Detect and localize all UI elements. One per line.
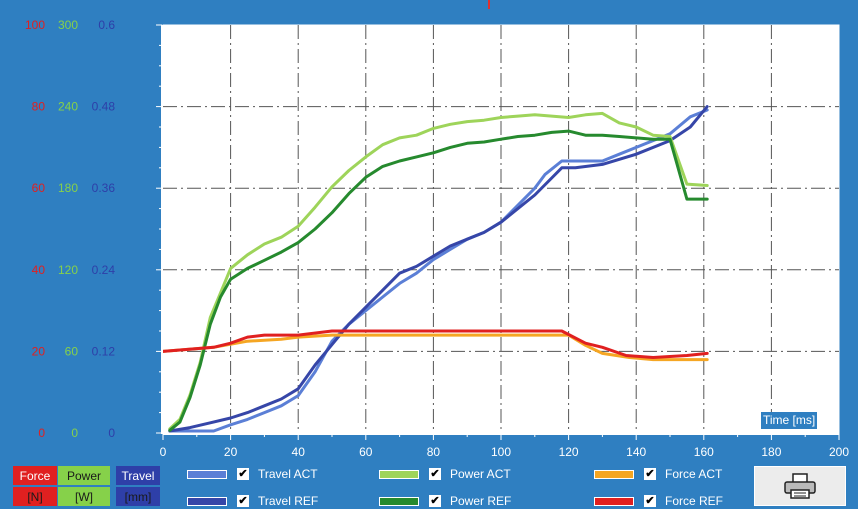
travel-ref-checkbox[interactable]: ✔ (237, 494, 249, 507)
force-act-swatch (594, 469, 634, 479)
legend-power-ref: ✔ Power REF (379, 493, 511, 509)
power-ref-checkbox[interactable]: ✔ (429, 494, 441, 507)
force-axis-tick-label: 80 (32, 100, 46, 114)
cursor-marker (488, 0, 490, 9)
power-act-label: Power ACT (450, 467, 511, 481)
force-axis-tick-label: 60 (32, 181, 46, 195)
force-unit-label: [N] (13, 487, 57, 506)
power-act-checkbox[interactable]: ✔ (429, 467, 441, 480)
travel-axis-tick-label: 0 (108, 426, 115, 440)
travel-axis-tick-label: 0.36 (92, 181, 116, 195)
travel-act-swatch (187, 469, 227, 479)
x-tick-label: 20 (224, 445, 238, 459)
x-tick-label: 180 (761, 445, 781, 459)
series-lines (161, 105, 709, 433)
travel-axis-tick-label: 0.48 (92, 100, 116, 114)
travel-ref-swatch (187, 496, 227, 506)
travel-act-label: Travel ACT (258, 467, 318, 481)
travel-act-line (168, 108, 709, 433)
travel-axis-tick-label: 0.24 (92, 263, 116, 277)
power-unit-label: [W] (58, 487, 110, 506)
force-ref-swatch (594, 496, 634, 506)
legend-force-ref: ✔ Force REF (594, 493, 723, 509)
x-tick-label: 120 (559, 445, 579, 459)
legend-travel-act: ✔ Travel ACT (187, 466, 318, 482)
x-axis-label: Time [ms] (761, 412, 818, 429)
power-act-swatch (379, 469, 419, 479)
force-act-label: Force ACT (665, 467, 723, 481)
axes: 0 20 40 60 80 100 120 140 160 180 200 0 20 40 60 80 100 0… (25, 18, 849, 459)
power-axis-tick-label: 240 (58, 100, 78, 114)
legend-power-act: ✔ Power ACT (379, 466, 511, 482)
force-ref-label: Force REF (665, 494, 724, 508)
power-act-line (168, 111, 709, 431)
travel-act-checkbox[interactable]: ✔ (237, 467, 249, 480)
force-axis-tick-label: 20 (32, 344, 46, 358)
force-axis-button[interactable]: Force (13, 466, 57, 485)
x-tick-label: 0 (160, 445, 167, 459)
force-axis-tick-label: 0 (38, 426, 45, 440)
printer-icon (784, 473, 816, 499)
power-axis-tick-label: 180 (58, 181, 78, 195)
power-axis-tick-label: 0 (71, 426, 78, 440)
x-tick-label: 160 (694, 445, 714, 459)
travel-axis-tick-label: 0.12 (92, 344, 116, 358)
travel-ref-line (168, 105, 709, 433)
power-ref-swatch (379, 496, 419, 506)
force-act-checkbox[interactable]: ✔ (644, 467, 656, 480)
print-button[interactable] (754, 466, 846, 506)
x-tick-label: 40 (292, 445, 306, 459)
x-tick-label: 140 (626, 445, 646, 459)
x-tick-label: 200 (829, 445, 849, 459)
travel-unit-label: [mm] (116, 487, 160, 506)
power-axis-tick-label: 60 (65, 344, 79, 358)
force-axis-tick-label: 40 (32, 263, 46, 277)
x-tick-label: 100 (491, 445, 511, 459)
force-ref-line (161, 329, 709, 359)
legend-travel-ref: ✔ Travel REF (187, 493, 318, 509)
grid (163, 25, 839, 433)
x-tick-label: 80 (427, 445, 441, 459)
power-axis-button[interactable]: Power (58, 466, 110, 485)
power-axis-tick-label: 300 (58, 18, 78, 32)
force-ref-checkbox[interactable]: ✔ (644, 494, 656, 507)
legend-force-act: ✔ Force ACT (594, 466, 722, 482)
power-ref-line (168, 129, 709, 432)
travel-axis-tick-label: 0.6 (98, 18, 115, 32)
force-act-line (161, 333, 709, 362)
force-axis-tick-label: 100 (25, 18, 45, 32)
travel-ref-label: Travel REF (258, 494, 319, 508)
power-axis-tick-label: 120 (58, 263, 78, 277)
x-tick-label: 60 (359, 445, 373, 459)
travel-axis-button[interactable]: Travel (116, 466, 160, 485)
power-ref-label: Power REF (450, 494, 512, 508)
